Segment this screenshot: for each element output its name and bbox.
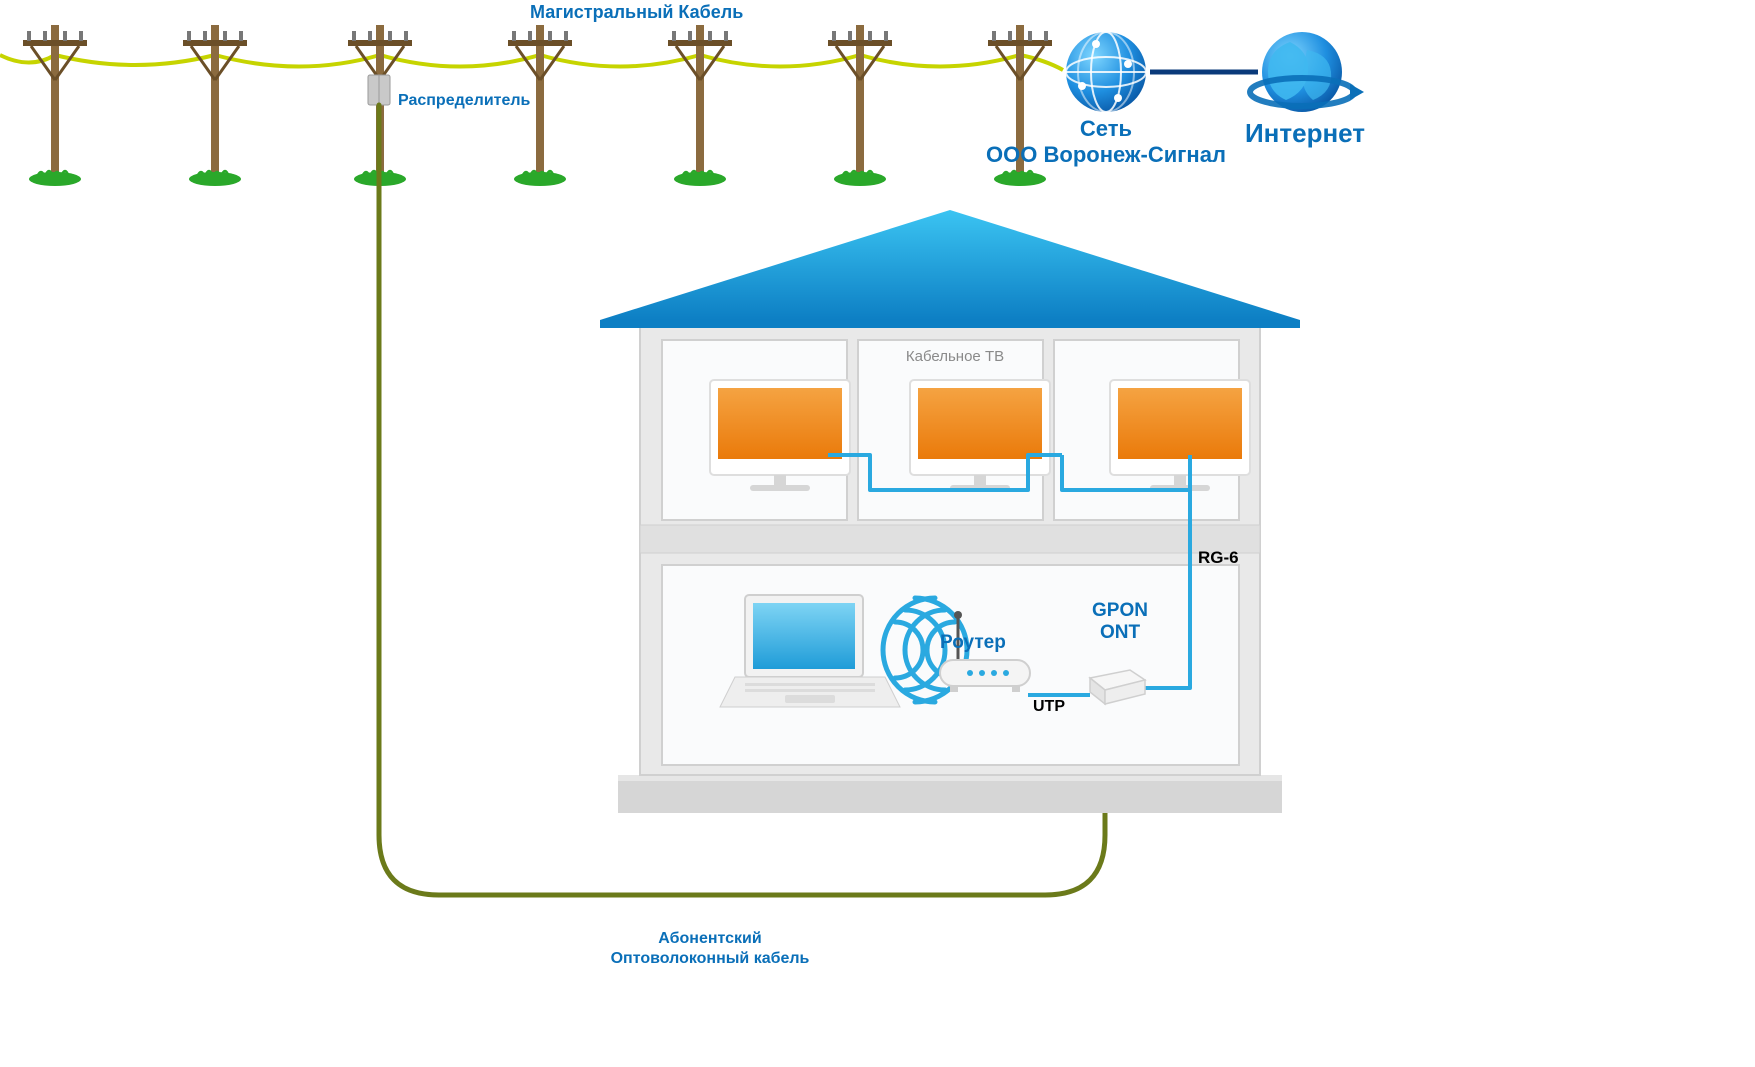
subscriber-label-line2: Оптоволоконный кабель [560,950,860,968]
distributor-box [368,75,390,105]
gpon-label-line1: GPON [1085,600,1155,622]
rg6-label: RG-6 [1198,548,1239,568]
utility-pole [183,25,247,186]
diagram-canvas [0,0,1755,1067]
distributor-label: Распределитель [398,92,530,110]
utility-pole [668,25,732,186]
poles-group [23,25,1052,186]
cable-tv-label: Кабельное ТВ [895,348,1015,365]
gpon-label-line2: ONT [1085,622,1155,644]
network-globe-icon [1066,32,1146,112]
router-label: Роутер [940,632,1030,654]
tvs-group [710,380,1250,491]
utility-pole [23,25,87,186]
trunk-cable-label: Магистральный Кабель [530,2,743,23]
subscriber-label-line1: Абонентский [560,930,860,948]
tv-icon [1110,380,1250,491]
internet-globe-icon [1250,32,1364,112]
internet-label: Интернет [1240,118,1370,149]
tv-icon [710,380,850,491]
utp-label: UTP [1033,698,1065,716]
network-label-line2: ООО Воронеж-Сигнал [956,142,1256,168]
house [600,210,1300,813]
network-label-line1: Сеть [1056,116,1156,142]
utility-pole [828,25,892,186]
